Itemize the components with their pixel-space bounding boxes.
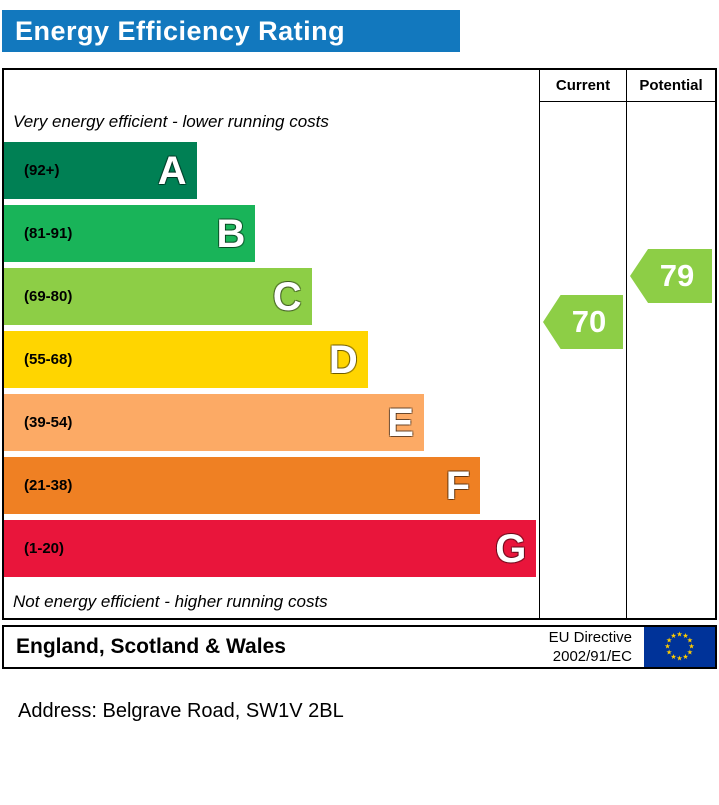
band-f-range: (21-38) xyxy=(24,477,73,494)
svg-text:★: ★ xyxy=(664,643,670,651)
top-note: Very energy efficient - lower running co… xyxy=(13,112,329,131)
chart-body: Very energy efficient - lower running co… xyxy=(4,102,715,618)
band-slot: (1-20) G xyxy=(4,520,539,583)
band-e-range: (39-54) xyxy=(24,414,73,431)
svg-text:★: ★ xyxy=(682,632,688,640)
band-slot: (21-38) F xyxy=(4,457,539,520)
eu-directive-line2: 2002/91/EC xyxy=(552,648,632,665)
svg-text:★: ★ xyxy=(687,637,693,645)
potential-column: 79 xyxy=(626,102,715,618)
band-a-range: (92+) xyxy=(24,162,60,179)
svg-text:★: ★ xyxy=(670,632,676,640)
band-f-letter: F xyxy=(445,463,471,508)
header-spacer xyxy=(4,70,539,102)
band-c: (69-80) C xyxy=(4,268,312,325)
band-slot: (92+) A xyxy=(4,142,539,205)
eu-flag-field xyxy=(644,627,715,667)
band-d: (55-68) D xyxy=(4,331,368,388)
svg-text:★: ★ xyxy=(687,649,693,657)
band-f: (21-38) F xyxy=(4,457,481,514)
rating-bands-column: Very energy efficient - lower running co… xyxy=(4,102,539,618)
eu-directive-text: EU Directive 2002/91/EC xyxy=(549,628,644,667)
svg-text:★: ★ xyxy=(666,637,672,645)
current-column: 70 xyxy=(539,102,626,618)
band-g-letter: G xyxy=(495,526,527,571)
band-d-range: (55-68) xyxy=(24,351,73,368)
band-b-letter: B xyxy=(216,211,246,256)
region-label: England, Scotland & Wales xyxy=(16,635,286,658)
band-d-letter: D xyxy=(328,337,358,382)
band-c-range: (69-80) xyxy=(24,288,73,305)
band-g-range: (1-20) xyxy=(24,540,65,557)
band-e: (39-54) E xyxy=(4,394,424,451)
energy-rating-chart: Current Potential Very energy efficient … xyxy=(2,68,717,620)
band-b: (81-91) B xyxy=(4,205,256,262)
potential-rating-value: 79 xyxy=(659,258,695,293)
potential-column-header: Potential xyxy=(626,70,715,102)
svg-text:★: ★ xyxy=(670,653,676,661)
eu-directive-line1: EU Directive xyxy=(548,628,632,646)
bottom-note: Not energy efficient - higher running co… xyxy=(13,592,328,611)
eu-flag-icon: ★ ★★★★★★★★★★★ xyxy=(644,627,715,667)
chart-header-row: Current Potential xyxy=(4,70,715,102)
band-b-range: (81-91) xyxy=(24,225,73,242)
band-e-letter: E xyxy=(387,400,414,445)
band-slot: (55-68) D xyxy=(4,331,539,394)
band-g: (1-20) G xyxy=(4,520,537,577)
band-slot: (69-80) C xyxy=(4,268,539,331)
svg-text:★: ★ xyxy=(676,655,682,663)
band-c-letter: C xyxy=(272,274,302,319)
band-slot: (39-54) E xyxy=(4,394,539,457)
band-a-letter: A xyxy=(157,148,187,193)
svg-text:★: ★ xyxy=(676,631,682,639)
svg-text:★: ★ xyxy=(666,649,672,657)
potential-rating-arrow: 79 xyxy=(630,249,712,303)
band-slot: (81-91) B xyxy=(4,205,539,268)
chart-footer: England, Scotland & Wales EU Directive 2… xyxy=(2,625,717,669)
svg-text:★: ★ xyxy=(688,643,694,651)
page-title: Energy Efficiency Rating xyxy=(2,10,460,52)
current-rating-value: 70 xyxy=(571,304,607,339)
current-rating-arrow: 70 xyxy=(543,295,623,349)
svg-text:★: ★ xyxy=(682,653,688,661)
current-column-header: Current xyxy=(539,70,626,102)
band-a: (92+) A xyxy=(4,142,197,199)
address-line: Address: Belgrave Road, SW1V 2BL xyxy=(18,700,344,722)
